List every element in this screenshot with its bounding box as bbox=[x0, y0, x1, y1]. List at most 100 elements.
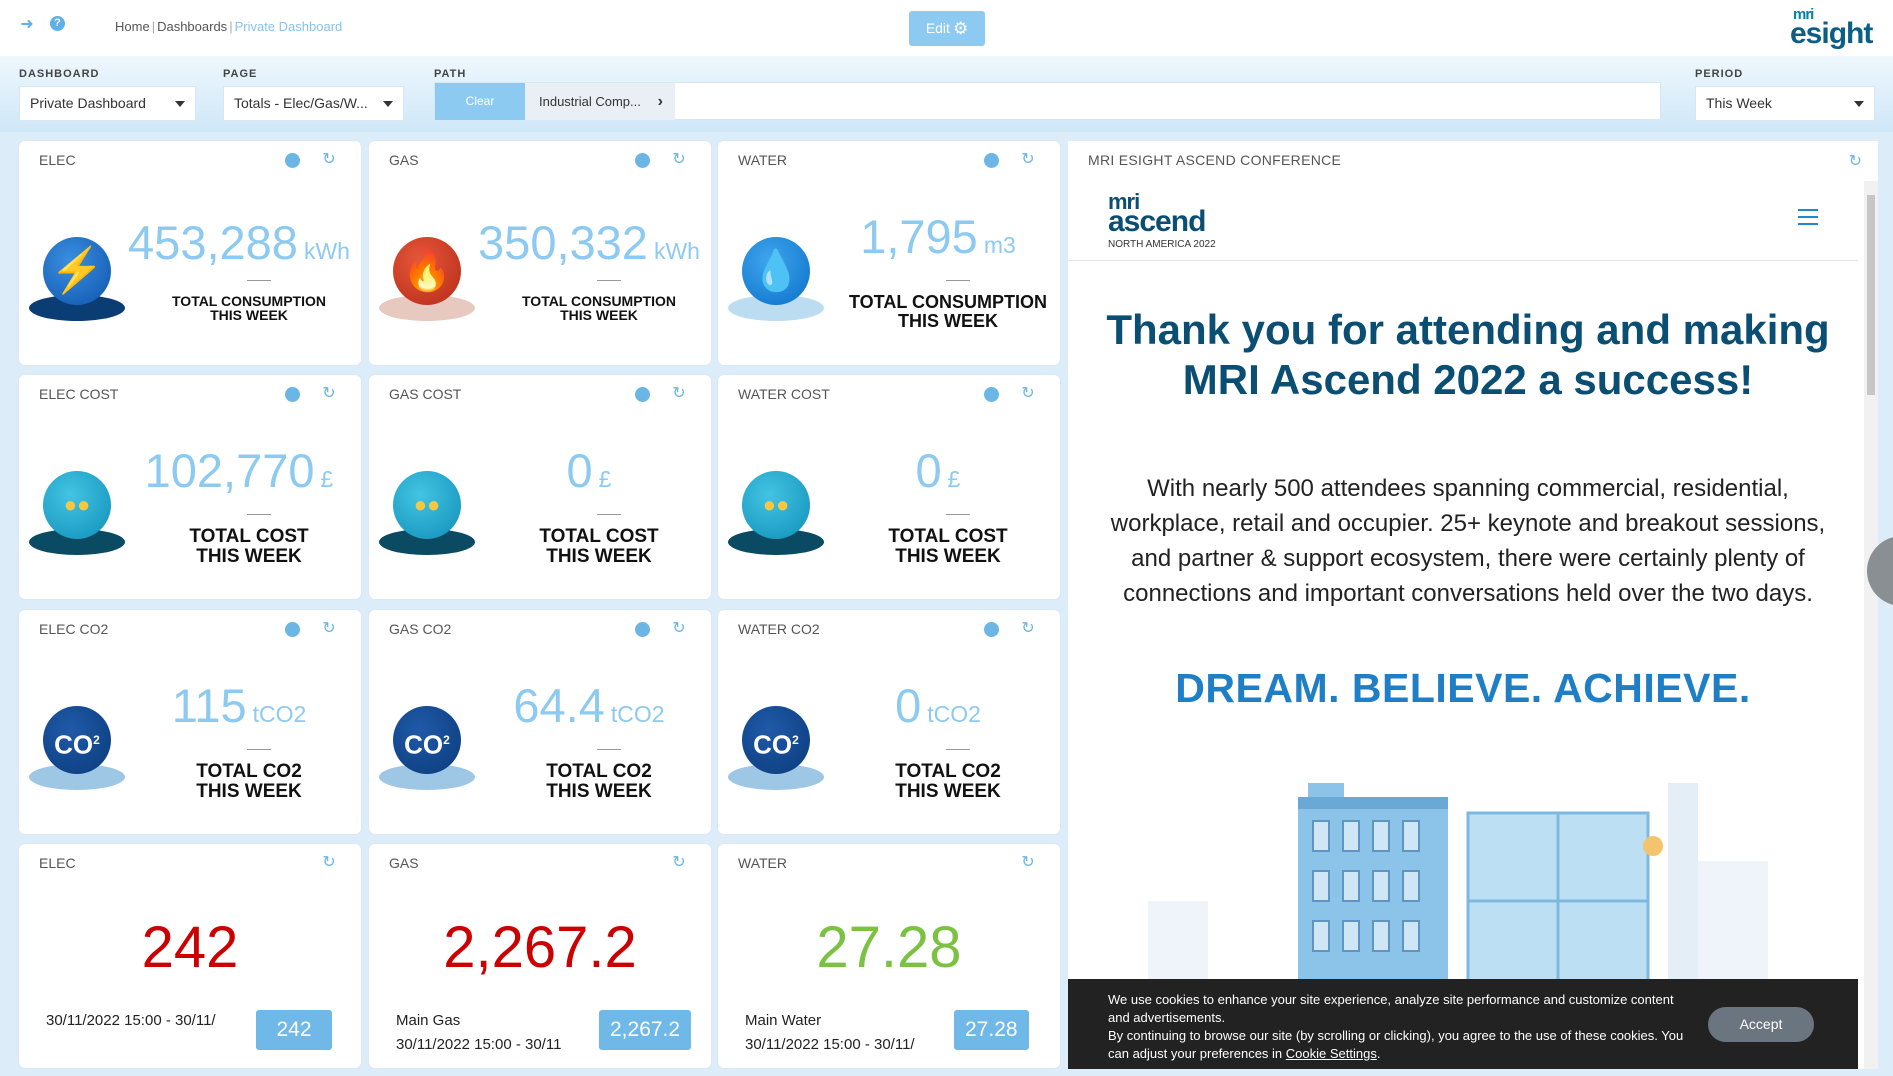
dashboard-label: DASHBOARD bbox=[19, 68, 100, 80]
scrollbar[interactable] bbox=[1864, 181, 1878, 1069]
water-meter-name: Main Water bbox=[745, 1012, 822, 1029]
refresh-icon[interactable]: ↻ bbox=[672, 620, 686, 637]
gas-meter-name: Main Gas bbox=[396, 1012, 461, 1029]
period-label: PERIOD bbox=[1695, 68, 1744, 80]
cookie-line-1: We use cookies to enhance your site expe… bbox=[1108, 992, 1674, 1025]
edit-button[interactable]: Edit ⚙ bbox=[909, 11, 985, 46]
cookie-settings-link[interactable]: Cookie Settings bbox=[1285, 1046, 1377, 1061]
gas-cost-label: TOTAL COST THIS WEEK bbox=[539, 526, 659, 567]
co2-icon: CO2 bbox=[728, 706, 824, 790]
edit-button-label: Edit bbox=[925, 20, 950, 36]
dashboard-select[interactable]: Private Dashboard bbox=[19, 86, 196, 121]
refresh-icon[interactable]: ↻ bbox=[672, 854, 686, 871]
refresh-icon[interactable]: ↻ bbox=[672, 385, 686, 402]
card-title: GAS bbox=[389, 855, 419, 871]
path-crumb-label: Industrial Comp... bbox=[539, 94, 641, 109]
breadcrumb-home[interactable]: Home bbox=[115, 19, 150, 34]
card-title: ELEC CO2 bbox=[39, 621, 109, 637]
chevron-right-icon: › bbox=[657, 93, 663, 110]
conference-paragraph: With nearly 500 attendees spanning comme… bbox=[1110, 475, 1826, 607]
refresh-icon[interactable]: ↻ bbox=[1021, 151, 1035, 168]
refresh-icon[interactable]: ↻ bbox=[672, 151, 686, 168]
path-clear-button[interactable]: Clear bbox=[435, 83, 525, 120]
gas-meter-badge: 2,267.2 bbox=[599, 1010, 692, 1050]
ascend-logo-mri: mri bbox=[1108, 189, 1140, 214]
globe-icon[interactable] bbox=[984, 622, 999, 637]
gas-meter-card: GAS ↻ 2,267.2 Main Gas 30/11/2022 15:00 … bbox=[369, 844, 711, 1068]
globe-icon[interactable] bbox=[635, 153, 650, 168]
lightning-icon: ⚡ bbox=[29, 237, 125, 321]
cookie-banner: We use cookies to enhance your site expe… bbox=[1068, 979, 1858, 1069]
globe-icon[interactable] bbox=[635, 622, 650, 637]
coins-icon: ●● bbox=[728, 471, 824, 555]
card-title: ELEC bbox=[39, 152, 76, 168]
water-co2-label: TOTAL CO2 THIS WEEK bbox=[895, 761, 1001, 802]
water-value: 1,795 m3 bbox=[860, 210, 1016, 263]
period-select[interactable]: This Week bbox=[1695, 86, 1875, 121]
globe-icon[interactable] bbox=[984, 387, 999, 402]
conference-slogan: DREAM. BELIEVE. ACHIEVE. bbox=[1175, 665, 1751, 711]
elec-meter-value: 242 bbox=[141, 915, 239, 980]
ascend-logo-sub: NORTH AMERICA 2022 bbox=[1108, 239, 1216, 250]
co2-icon: CO2 bbox=[379, 706, 475, 790]
water-cost-value: 0 £ bbox=[915, 444, 961, 497]
water-meter-value: 27.28 bbox=[816, 915, 962, 980]
refresh-icon[interactable]: ↻ bbox=[1021, 620, 1035, 637]
globe-icon[interactable] bbox=[285, 622, 300, 637]
elec-value: 453,288 kWh bbox=[128, 216, 350, 269]
caret-down-icon bbox=[1854, 101, 1864, 107]
refresh-icon[interactable]: ↻ bbox=[322, 854, 336, 871]
divider bbox=[247, 514, 271, 515]
coins-icon: ●● bbox=[379, 471, 475, 555]
refresh-icon[interactable]: ↻ bbox=[1021, 854, 1035, 871]
path-bar[interactable]: Clear Industrial Comp... › bbox=[434, 82, 1661, 120]
conference-title: MRI ESIGHT ASCEND CONFERENCE bbox=[1088, 152, 1342, 168]
water-co2-card: WATER CO2 ↻ CO2 0 tCO2 TOTAL CO2 THIS WEEK bbox=[718, 610, 1060, 834]
card-title: GAS bbox=[389, 152, 419, 168]
card-title: GAS CO2 bbox=[389, 621, 452, 637]
elec-meter-badge: 242 bbox=[256, 1010, 332, 1050]
elec-meter-range: 30/11/2022 15:00 - 30/11/ bbox=[46, 1012, 216, 1029]
logo-esight-text: esight bbox=[1790, 17, 1873, 50]
divider bbox=[247, 280, 271, 281]
refresh-icon[interactable]: ↻ bbox=[322, 385, 336, 402]
page-select-value: Totals - Elec/Gas/W... bbox=[234, 95, 368, 111]
refresh-icon[interactable]: ↻ bbox=[1848, 153, 1862, 170]
water-cost-label: TOTAL COST THIS WEEK bbox=[888, 526, 1008, 567]
divider bbox=[597, 749, 621, 750]
water-meter-card: WATER ↻ 27.28 Main Water 30/11/2022 15:0… bbox=[718, 844, 1060, 1068]
coins-icon: ●● bbox=[29, 471, 125, 555]
help-icon[interactable]: ? bbox=[50, 16, 68, 34]
globe-icon[interactable] bbox=[285, 153, 300, 168]
card-title: ELEC bbox=[39, 855, 76, 871]
caret-down-icon bbox=[175, 101, 185, 107]
flame-icon: 🔥 bbox=[379, 237, 475, 321]
refresh-icon[interactable]: ↻ bbox=[322, 620, 336, 637]
globe-icon[interactable] bbox=[285, 387, 300, 402]
path-label: PATH bbox=[434, 68, 467, 80]
mri-esight-logo[interactable]: mri esight bbox=[1790, 6, 1880, 50]
refresh-icon[interactable]: ↻ bbox=[322, 151, 336, 168]
logout-icon[interactable]: ➜ bbox=[20, 16, 34, 33]
dashboard-select-value: Private Dashboard bbox=[30, 95, 146, 111]
card-title: WATER bbox=[738, 152, 787, 168]
cookie-text: We use cookies to enhance your site expe… bbox=[1108, 991, 1688, 1063]
elec-consumption-card: ELEC ↻ ⚡ 453,288 kWh TOTAL CONSUMPTION THI… bbox=[19, 141, 361, 365]
globe-icon[interactable] bbox=[984, 153, 999, 168]
refresh-icon[interactable]: ↻ bbox=[1021, 385, 1035, 402]
gas-value: 350,332 kWh bbox=[478, 216, 700, 269]
globe-icon[interactable] bbox=[635, 387, 650, 402]
page-select[interactable]: Totals - Elec/Gas/W... bbox=[223, 86, 404, 121]
gas-label: TOTAL CONSUMPTION THIS WEEK bbox=[522, 293, 676, 323]
elec-co2-label: TOTAL CO2 THIS WEEK bbox=[196, 761, 302, 802]
breadcrumb-current: Private Dashboard bbox=[234, 19, 343, 34]
cookie-line-2: By continuing to browse our site (by scr… bbox=[1108, 1028, 1684, 1061]
breadcrumb: Home | Dashboards | Private Dashboard bbox=[115, 19, 343, 34]
co2-icon: CO2 bbox=[29, 706, 125, 790]
logo-mri-text: mri bbox=[1793, 6, 1814, 23]
accept-cookies-button[interactable]: Accept bbox=[1708, 1007, 1814, 1042]
gas-consumption-card: GAS ↻ 🔥 350,332 kWh TOTAL CONSUMPTION THIS… bbox=[369, 141, 711, 365]
path-crumb-item[interactable]: Industrial Comp... › bbox=[525, 83, 675, 120]
breadcrumb-dashboards[interactable]: Dashboards bbox=[157, 19, 228, 34]
hamburger-menu-icon[interactable] bbox=[1798, 209, 1818, 230]
